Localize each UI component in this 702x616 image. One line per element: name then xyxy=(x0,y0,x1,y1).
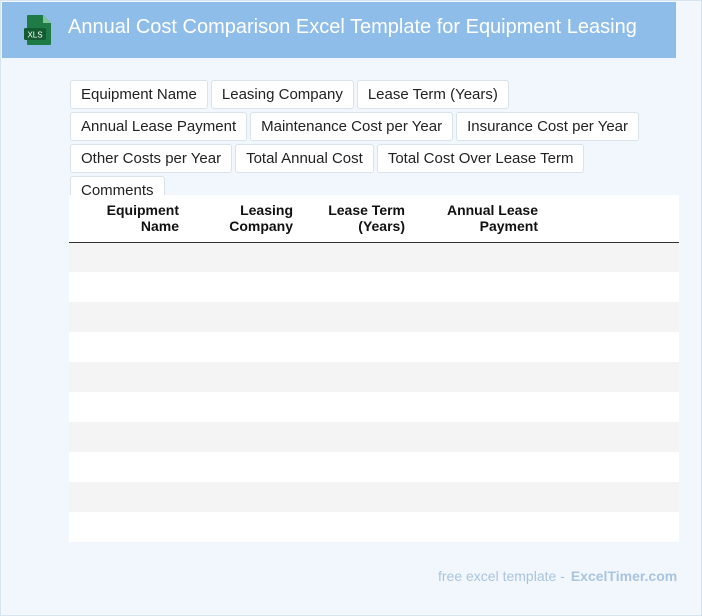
field-chip: Equipment Name xyxy=(70,80,208,109)
table-cell[interactable] xyxy=(544,482,679,512)
column-header-line: Name xyxy=(140,218,179,235)
table-row xyxy=(69,362,679,392)
excel-file-icon: XLS xyxy=(24,15,51,45)
table-cell[interactable] xyxy=(544,272,679,302)
field-chip: Annual Lease Payment xyxy=(70,112,248,141)
table-cell[interactable] xyxy=(411,512,544,542)
table-cell[interactable] xyxy=(69,512,185,542)
table-cell[interactable] xyxy=(299,482,411,512)
table-cell[interactable] xyxy=(544,242,679,272)
data-table: Equipment Name Leasing Company Lease Term (Ye… xyxy=(69,195,679,542)
table-cell[interactable] xyxy=(544,452,679,482)
table-cell[interactable] xyxy=(544,362,679,392)
page-title: Annual Cost Comparison Excel Template fo… xyxy=(68,16,637,38)
table-cell[interactable] xyxy=(299,422,411,452)
table-cell[interactable] xyxy=(411,272,544,302)
excel-icon-label: XLS xyxy=(27,31,42,40)
table-cell[interactable] xyxy=(69,452,185,482)
table-cell[interactable] xyxy=(411,422,544,452)
table-cell[interactable] xyxy=(411,392,544,422)
table-cell[interactable] xyxy=(411,332,544,362)
table-cell[interactable] xyxy=(411,302,544,332)
column-header-line: Company xyxy=(229,218,293,235)
table-cell[interactable] xyxy=(299,272,411,302)
field-chip: Total Cost Over Lease Term xyxy=(376,144,585,173)
column-header-line: (Years) xyxy=(358,218,405,235)
table-cell[interactable] xyxy=(299,302,411,332)
table-row xyxy=(69,482,679,512)
table-cell[interactable] xyxy=(185,392,299,422)
table-cell[interactable] xyxy=(185,422,299,452)
column-header: Lease Term (Years) xyxy=(299,195,411,243)
field-chip: Total Annual Cost xyxy=(235,144,374,173)
column-header-line: Lease Term xyxy=(328,202,405,219)
table-cell[interactable] xyxy=(185,272,299,302)
field-chip: Leasing Company xyxy=(210,80,354,109)
column-header-line: Leasing xyxy=(240,202,293,219)
table-cell[interactable] xyxy=(544,302,679,332)
field-chip: Lease Term (Years) xyxy=(356,80,509,109)
table-cell[interactable] xyxy=(299,392,411,422)
table-row xyxy=(69,242,679,272)
column-header-line: Payment xyxy=(479,218,538,235)
table-row xyxy=(69,302,679,332)
table-cell[interactable] xyxy=(69,362,185,392)
table-cell[interactable] xyxy=(299,452,411,482)
column-header: Equipment Name xyxy=(69,195,185,243)
table-cell[interactable] xyxy=(544,392,679,422)
footer-credit: free excel template - ExcelTimer.com xyxy=(438,568,677,584)
table-cell[interactable] xyxy=(69,272,185,302)
table-cell[interactable] xyxy=(185,242,299,272)
header-banner: XLS Annual Cost Comparison Excel Templat… xyxy=(2,2,676,58)
table-cell[interactable] xyxy=(185,482,299,512)
table-cell[interactable] xyxy=(411,242,544,272)
table-cell[interactable] xyxy=(544,332,679,362)
table-cell[interactable] xyxy=(299,242,411,272)
table-cell[interactable] xyxy=(185,452,299,482)
column-header: Leasing Company xyxy=(185,195,299,243)
table-cell[interactable] xyxy=(544,512,679,542)
table-cell[interactable] xyxy=(69,392,185,422)
table-cell[interactable] xyxy=(411,482,544,512)
table-cell[interactable] xyxy=(185,362,299,392)
field-chip: Insurance Cost per Year xyxy=(456,112,639,141)
column-header-line: Equipment xyxy=(106,202,179,219)
table-cell[interactable] xyxy=(299,332,411,362)
field-chip: Other Costs per Year xyxy=(70,144,233,173)
table-row xyxy=(69,512,679,542)
table-cell[interactable] xyxy=(544,422,679,452)
table-cell[interactable] xyxy=(69,482,185,512)
table-row xyxy=(69,392,679,422)
table-cell[interactable] xyxy=(299,362,411,392)
table-cell[interactable] xyxy=(69,242,185,272)
column-header-line: per Year xyxy=(550,218,679,234)
table-cell[interactable] xyxy=(69,302,185,332)
table-header-row: Equipment Name Leasing Company Lease Term (Ye… xyxy=(69,195,679,243)
field-chip: Maintenance Cost per Year xyxy=(250,112,454,141)
table-cell[interactable] xyxy=(69,332,185,362)
table-cell[interactable] xyxy=(299,512,411,542)
table-cell[interactable] xyxy=(185,302,299,332)
table-cell[interactable] xyxy=(69,422,185,452)
table-row xyxy=(69,272,679,302)
column-field-chips: Equipment Name Leasing Company Lease Term … xyxy=(70,80,682,208)
table-cell[interactable] xyxy=(411,452,544,482)
footer-text: free excel template - xyxy=(438,568,565,584)
table-cell[interactable] xyxy=(411,362,544,392)
footer-brand-link[interactable]: ExcelTimer.com xyxy=(570,568,678,584)
table-cell[interactable] xyxy=(185,512,299,542)
column-header: Annual Lease Payment xyxy=(411,195,544,243)
table-row xyxy=(69,452,679,482)
table-cell[interactable] xyxy=(185,332,299,362)
column-header-line: Annual Lease xyxy=(446,202,538,219)
table-row xyxy=(69,332,679,362)
table-row xyxy=(69,422,679,452)
column-header-line: Maintenance Cost xyxy=(550,202,679,218)
